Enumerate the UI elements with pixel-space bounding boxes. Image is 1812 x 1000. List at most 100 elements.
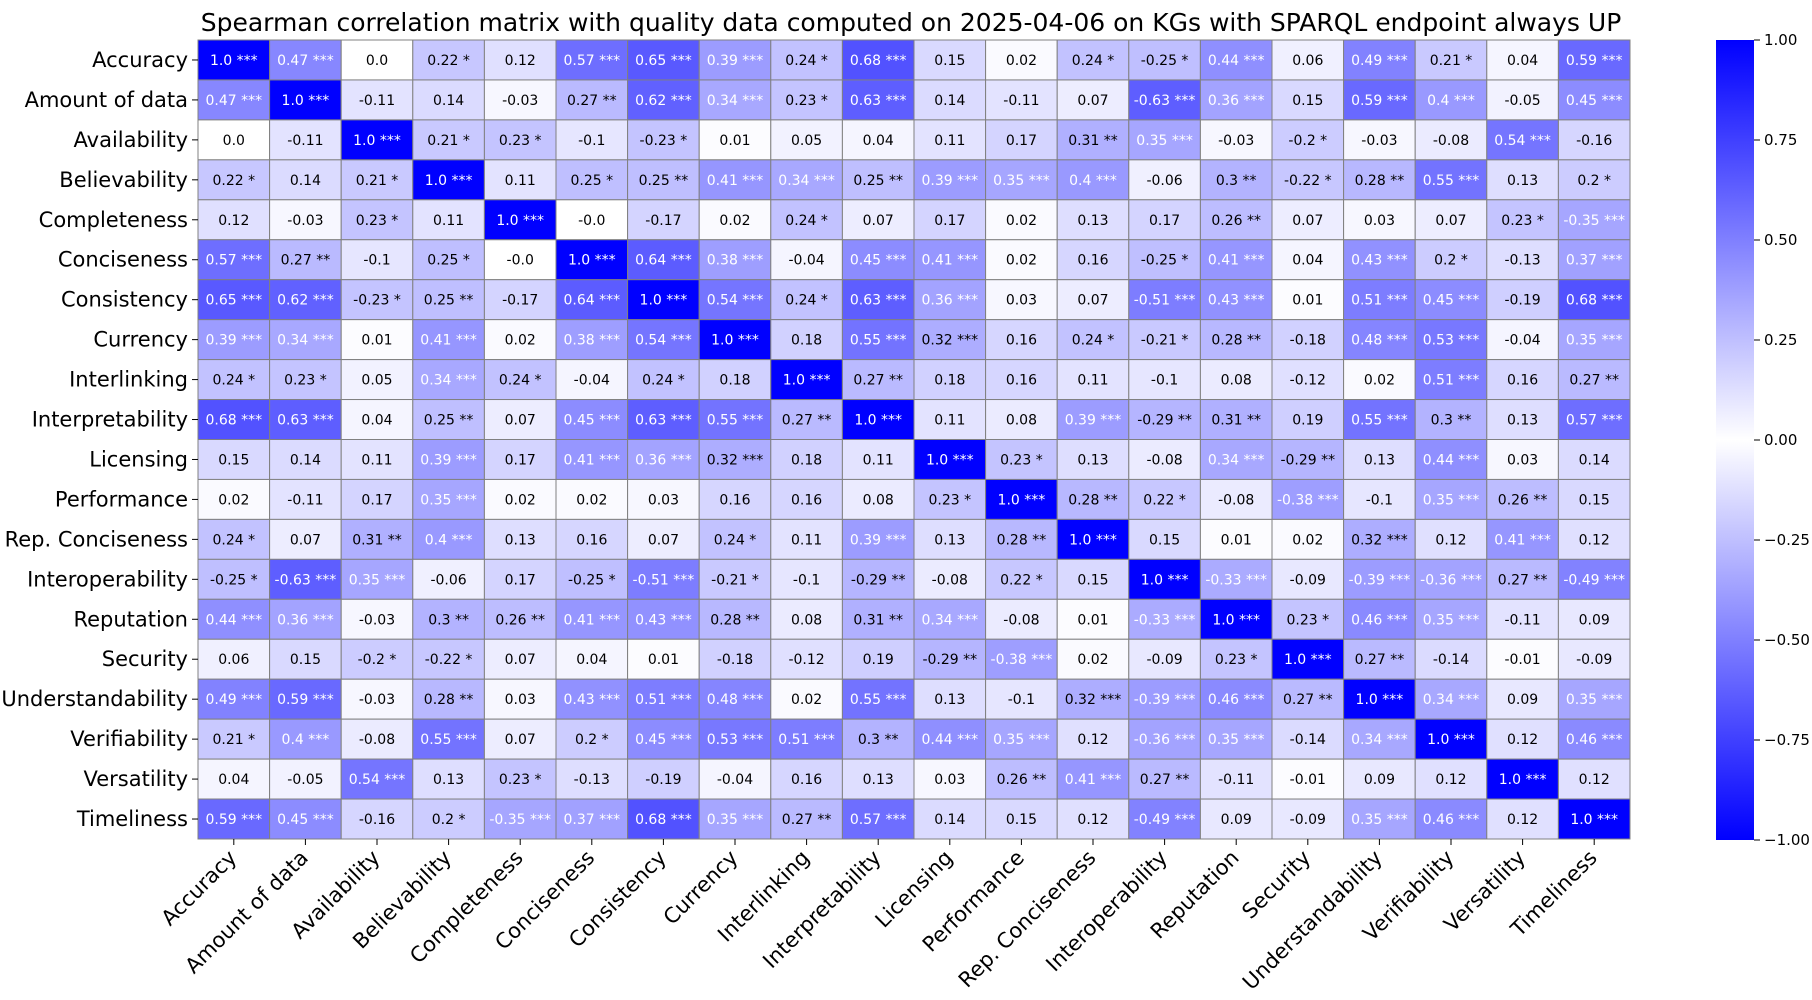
cell-value-label: 0.01 [361,333,392,349]
cell-value-label: 1.0 *** [210,53,258,69]
heatmap-cell [197,718,271,760]
cell-value-label: 0.41 *** [1208,253,1265,269]
heatmap-cell [770,119,843,161]
cell-value-label: 0.27 ** [782,812,832,828]
cell-value-label: 0.23 * [1215,652,1258,668]
cell-value-label: 0.34 *** [707,93,764,109]
cell-value-label: 0.55 *** [420,732,477,748]
heatmap-cell [913,598,987,640]
heatmap-cell [1414,518,1488,560]
cell-value-label: 0.4 *** [1069,173,1117,189]
colorbar-tick-label: 0.75 [1764,131,1797,149]
heatmap-cell [841,518,915,560]
cell-value-label: 0.48 *** [707,692,764,708]
heatmap-cell [1199,279,1273,321]
cell-value-label: 0.13 [1507,413,1538,429]
cell-value-label: 0.16 [576,532,607,548]
cell-value-label: 0.64 *** [563,293,620,309]
heatmap-cell [1271,319,1345,361]
heatmap-cell [770,798,843,840]
heatmap-cell [1414,199,1488,241]
heatmap-cell [1486,439,1559,480]
cell-value-label: 1.0 *** [926,452,974,468]
cell-value-label: 0.59 *** [205,812,262,828]
heatmap-cell [1414,598,1488,640]
cell-value-label: 0.15 [934,53,965,69]
cell-value-label: 0.09 [1579,612,1610,628]
heatmap-cell [841,239,915,281]
heatmap-cell [1557,518,1631,560]
cell-value-label: 0.44 *** [921,732,978,748]
heatmap-cell [483,199,557,241]
cell-value-label: -0.51 *** [1134,293,1196,309]
heatmap-cell [1271,439,1345,480]
cell-value-label: 0.24 * [642,373,685,389]
cell-value-label: 0.13 [934,692,965,708]
cell-value-label: -0.39 *** [1134,692,1196,708]
cell-value-label: 0.35 *** [420,492,477,508]
heatmap-cell [841,159,915,201]
heatmap-cell [1557,199,1631,241]
cell-value-label: 0.01 [1292,293,1323,309]
heatmap-cell [841,39,915,81]
cell-value-label: 0.59 *** [277,692,334,708]
heatmap-cell [197,399,271,440]
heatmap-cell [698,359,772,401]
heatmap-cell [269,199,342,241]
cell-value-label: 0.23 * [1000,452,1043,468]
cell-value-label: 0.09 [1221,812,1252,828]
cell-value-label: 0.07 [1077,293,1108,309]
y-tick-label: Interpretability [32,408,188,432]
y-tick-label: Security [102,647,188,671]
heatmap-cell [1414,558,1488,600]
heatmap-cell [841,319,915,361]
heatmap-cell [698,39,772,81]
cell-value-label: 0.02 [1006,253,1037,269]
cell-value-label: 0.11 [433,213,464,229]
heatmap-cell [1199,678,1273,720]
cell-value-label: 0.37 *** [1566,253,1623,269]
cell-value-label: 0.28 ** [997,532,1047,548]
cell-value-label: 0.06 [1292,53,1323,69]
heatmap-cell [627,399,700,440]
cell-value-label: 1.0 *** [998,492,1046,508]
y-tick-label: Verifiability [70,727,188,751]
cell-value-label: 0.28 ** [1355,173,1405,189]
heatmap-cell [340,279,414,321]
heatmap-cell [1557,439,1631,480]
cell-value-label: 0.35 *** [707,812,764,828]
heatmap-cell [1486,279,1559,321]
cell-value-label: 0.44 *** [1208,53,1265,69]
cell-value-label: 0.14 [290,173,321,189]
heatmap-cell [1056,678,1130,720]
heatmap-cell [1557,79,1631,121]
cell-value-label: 0.2 * [432,812,466,828]
heatmap-cell [1199,478,1273,520]
heatmap-cell [1486,159,1559,201]
cell-value-label: 0.15 [290,652,321,668]
heatmap-cell [913,518,987,560]
cell-value-label: -0.13 [574,772,610,788]
cell-value-label: -0.03 [1218,133,1254,149]
heatmap-cell [1414,279,1488,321]
heatmap-cell [483,518,557,560]
cell-value-label: -0.25 * [568,572,616,588]
cell-value-label: 0.32 *** [921,333,978,349]
cell-value-label: 0.41 *** [1065,772,1122,788]
cell-value-label: 0.17 [934,213,965,229]
cell-value-label: -0.2 * [1288,133,1327,149]
cell-value-label: -0.11 [1504,612,1540,628]
cell-value-label: 0.54 *** [635,333,692,349]
heatmap-cell [483,319,557,361]
cell-value-label: 0.13 [1364,452,1395,468]
heatmap-cell [1271,239,1345,281]
cell-value-label: 0.04 [1292,253,1323,269]
heatmap-cell [340,119,414,161]
heatmap-cell [1271,399,1345,440]
heatmap-cell [1343,399,1416,440]
heatmap-cell [1557,359,1631,401]
cell-value-label: 0.35 *** [1136,133,1193,149]
heatmap-cell [1557,39,1631,81]
cell-value-label: -0.18 [717,652,753,668]
cell-value-label: 0.46 *** [1423,812,1480,828]
